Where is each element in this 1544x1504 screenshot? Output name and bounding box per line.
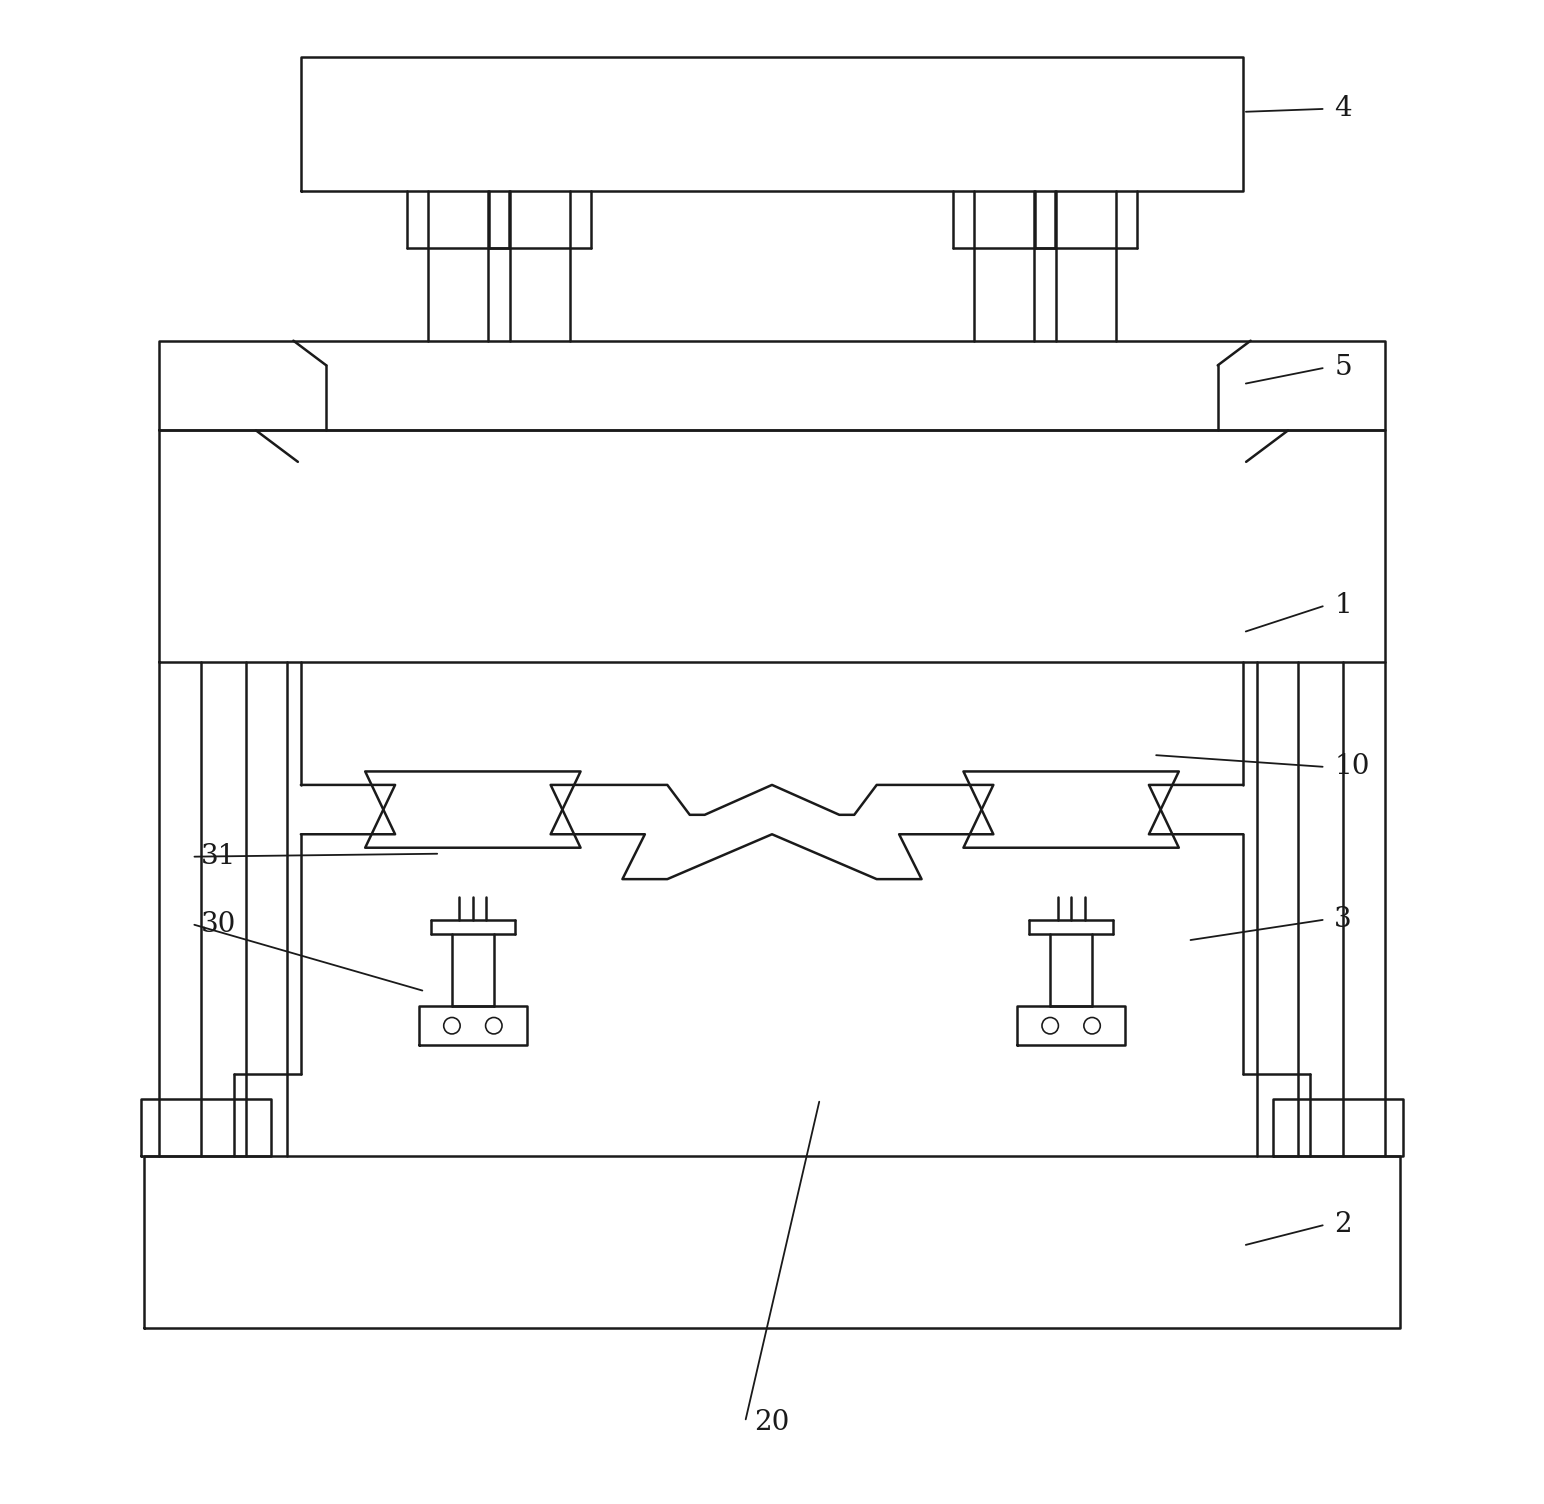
Text: 3: 3 xyxy=(1334,905,1353,932)
Text: 31: 31 xyxy=(201,844,236,871)
Text: 1: 1 xyxy=(1334,593,1353,620)
Text: 5: 5 xyxy=(1334,353,1353,381)
Text: 20: 20 xyxy=(753,1409,789,1435)
Text: 10: 10 xyxy=(1334,754,1370,781)
Text: 4: 4 xyxy=(1334,95,1353,122)
Text: 2: 2 xyxy=(1334,1211,1353,1238)
Text: 30: 30 xyxy=(201,910,236,937)
